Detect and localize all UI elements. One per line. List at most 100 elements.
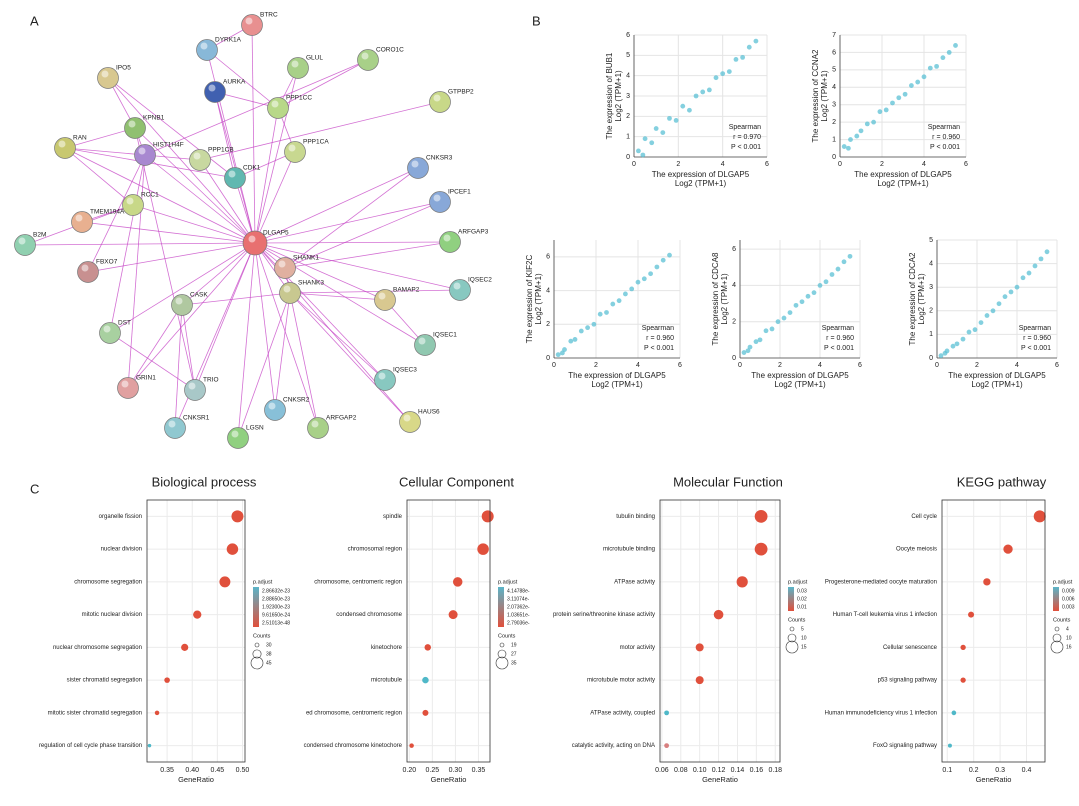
point xyxy=(848,137,853,142)
x-tick-label: 0.08 xyxy=(674,767,688,774)
x-tick-label: 6 xyxy=(765,161,769,168)
legend-title: p.adjust xyxy=(253,579,273,585)
y-tick-label: microtubule binding xyxy=(603,547,655,553)
point xyxy=(1014,284,1020,290)
y-tick-label: 5 xyxy=(929,237,933,244)
y-tick-label: 4 xyxy=(732,282,736,289)
node-highlight xyxy=(433,194,441,202)
dot xyxy=(983,578,991,586)
x-tick-label: 6 xyxy=(1055,362,1059,369)
x-axis-label: The expression of DLGAP5 xyxy=(854,170,952,179)
point xyxy=(934,63,939,69)
point xyxy=(745,348,751,354)
node-highlight xyxy=(208,84,216,92)
x-tick-label: 4 xyxy=(721,161,725,168)
y-tick-label: FoxO signaling pathway xyxy=(873,743,937,749)
node-label: KPNB1 xyxy=(143,115,165,122)
x-tick-label: 0.12 xyxy=(712,767,726,774)
point xyxy=(805,293,811,299)
network-edge xyxy=(87,154,146,273)
network-edge xyxy=(289,292,386,381)
dot xyxy=(736,576,748,588)
legend-title: p.adjust xyxy=(1053,579,1073,585)
node-highlight xyxy=(228,170,236,178)
point xyxy=(640,152,646,158)
y-tick-label: 2 xyxy=(546,321,550,328)
network-edge xyxy=(81,221,256,244)
point xyxy=(1020,275,1026,281)
y-tick-label: nuclear division xyxy=(101,547,142,553)
point xyxy=(610,301,616,307)
y-tick-label: 2 xyxy=(732,319,736,326)
node-highlight xyxy=(283,285,291,293)
legend-label: 19 xyxy=(511,642,517,648)
node-label: FBXO7 xyxy=(96,259,118,266)
legend-label: 3.11074e- xyxy=(507,596,529,602)
legend-size xyxy=(1054,626,1060,632)
network-edge xyxy=(144,154,256,244)
dot xyxy=(951,710,957,716)
node-highlight xyxy=(121,380,129,388)
y-tick-label: 1 xyxy=(626,134,630,141)
point xyxy=(871,119,876,125)
network-edge xyxy=(254,242,461,291)
y-tick-label: 5 xyxy=(832,67,836,74)
network-edge xyxy=(254,151,296,244)
legend-size xyxy=(252,649,262,659)
x-axis-label: The expression of DLGAP5 xyxy=(948,371,1046,380)
point xyxy=(726,69,732,74)
legend-size xyxy=(1052,633,1062,643)
point xyxy=(811,290,817,296)
point xyxy=(700,89,706,95)
y-tick-label: 1 xyxy=(929,331,933,338)
node-highlight xyxy=(128,120,136,128)
network-edge xyxy=(64,147,134,206)
network-edge xyxy=(254,242,319,429)
stat-label: Spearman xyxy=(822,325,854,332)
node-label: PPP1CC xyxy=(286,95,312,102)
point xyxy=(769,326,775,332)
dot xyxy=(664,743,670,749)
network-edge xyxy=(181,292,291,306)
point xyxy=(1032,263,1038,269)
node-label: DLGAP5 xyxy=(263,230,289,237)
network-edge xyxy=(181,242,256,306)
dot xyxy=(219,576,231,588)
point xyxy=(846,145,851,151)
dot xyxy=(422,676,429,684)
point xyxy=(555,352,561,358)
point xyxy=(984,313,990,318)
node-highlight xyxy=(245,17,253,25)
network-edge xyxy=(284,167,419,269)
dot xyxy=(754,509,768,523)
network-edge xyxy=(254,201,441,244)
point xyxy=(747,344,753,350)
legend-gradient xyxy=(1053,587,1059,611)
dot xyxy=(164,677,170,683)
x-axis-label: GeneRatio xyxy=(976,775,1012,784)
plot-frame xyxy=(941,499,1046,763)
legend-label: 38 xyxy=(266,651,272,657)
y-tick-label: motor activity xyxy=(620,645,655,651)
dot xyxy=(477,543,489,555)
legend-label: 15 xyxy=(801,644,807,650)
network-edge xyxy=(64,147,146,156)
y-tick-label: microtubule xyxy=(371,678,403,684)
node-label: PPP1CA xyxy=(303,139,329,146)
y-tick-label: 6 xyxy=(732,246,736,253)
x-tick-label: 0 xyxy=(632,161,636,168)
network-edge xyxy=(107,77,256,244)
point xyxy=(693,93,699,99)
legend-size xyxy=(787,633,797,643)
network-edge xyxy=(251,24,256,244)
point xyxy=(990,308,996,314)
y-tick-label: p53 signaling pathway xyxy=(878,678,937,684)
point xyxy=(938,353,944,359)
dot xyxy=(481,510,494,523)
y-axis-label: Log2 (TPM+1) xyxy=(820,70,829,122)
network-edge xyxy=(109,242,256,334)
x-tick-label: 0.45 xyxy=(211,767,225,774)
y-tick-label: Cell cycle xyxy=(911,514,937,520)
network-edge xyxy=(254,242,276,411)
x-axis-label: GeneRatio xyxy=(431,775,467,784)
